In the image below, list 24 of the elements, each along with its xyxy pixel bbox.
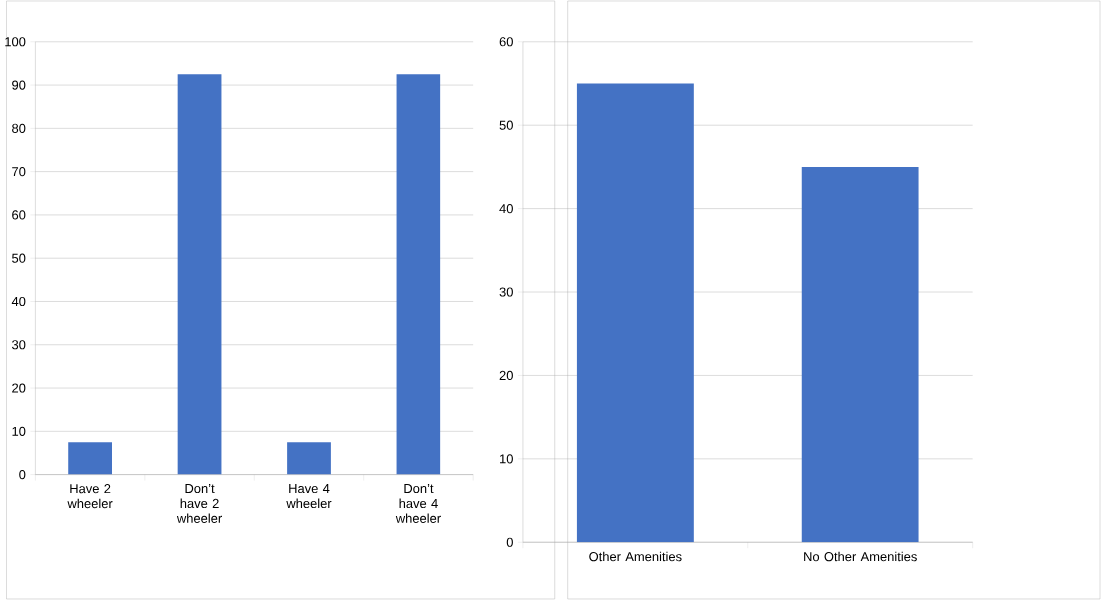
y-tick-label: 50 bbox=[499, 120, 513, 130]
x-tick-label: Other Amenities bbox=[589, 551, 682, 562]
x-tick-label: Don’t have 2 wheeler bbox=[176, 484, 222, 523]
x-tick-label: Have 4 wheeler bbox=[286, 484, 332, 509]
x-tick-label: Have 2 wheeler bbox=[67, 484, 113, 509]
y-tick-label: 50 bbox=[12, 253, 26, 263]
y-tick-label: 80 bbox=[12, 123, 26, 133]
y-tick-label: 90 bbox=[12, 80, 26, 90]
y-tick-label: 10 bbox=[12, 426, 26, 436]
y-tick-label: 20 bbox=[499, 370, 513, 381]
y-tick-label: 60 bbox=[499, 37, 513, 47]
y-tick-label: 0 bbox=[506, 537, 513, 547]
y-tick-label: 100 bbox=[5, 37, 26, 47]
y-tick-label: 70 bbox=[12, 167, 26, 177]
y-tick-label: 20 bbox=[12, 383, 26, 393]
y-tick-label: 0 bbox=[19, 470, 26, 480]
y-tick-label: 60 bbox=[12, 210, 26, 220]
y-tick-label: 10 bbox=[500, 454, 513, 464]
y-tick-label: 40 bbox=[11, 296, 26, 307]
x-tick-label: Don’t have 4 wheeler bbox=[395, 484, 441, 523]
x-tick-label: No Other Amenities bbox=[804, 551, 917, 562]
y-tick-label: 40 bbox=[499, 204, 513, 214]
y-tick-label: 30 bbox=[12, 340, 26, 350]
y-tick-label: 30 bbox=[499, 287, 513, 297]
